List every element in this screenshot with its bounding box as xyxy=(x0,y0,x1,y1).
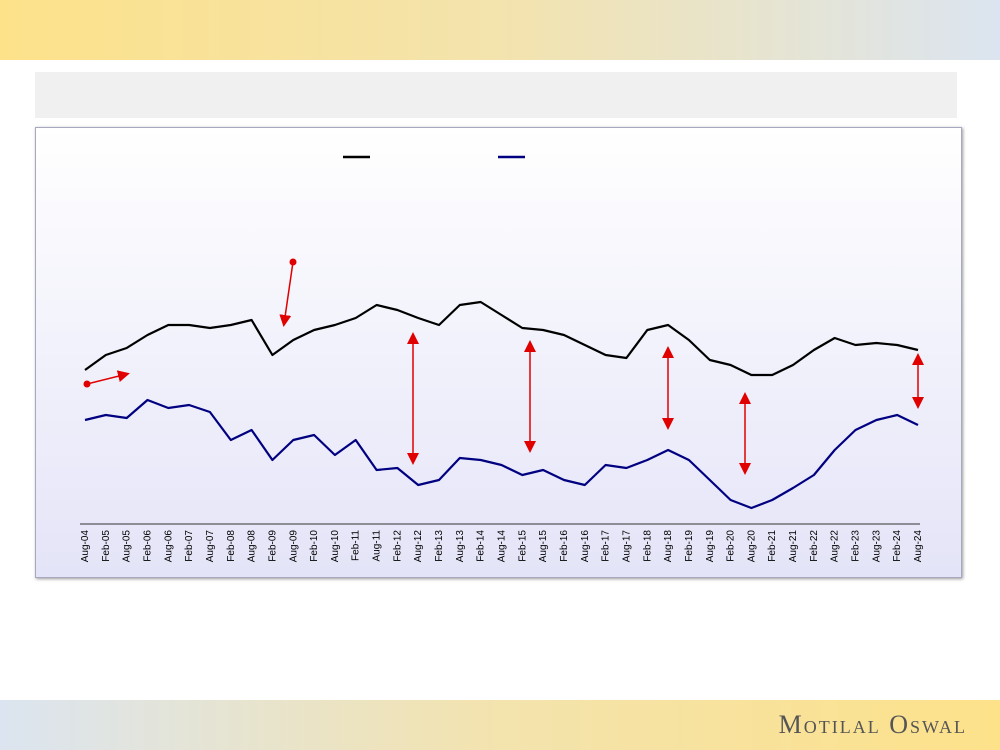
x-tick-label: Feb-21 xyxy=(767,530,778,562)
x-tick-label: Aug-14 xyxy=(497,530,508,563)
brand-logo: Motilal Oswal xyxy=(778,710,967,739)
x-tick-label: Aug-19 xyxy=(705,530,716,563)
x-tick-label: Aug-10 xyxy=(330,530,341,563)
x-tick-label: Aug-17 xyxy=(621,530,632,563)
x-tick-label: Feb-09 xyxy=(267,530,278,562)
x-tick-label: Aug-20 xyxy=(746,530,757,563)
x-tick-label: Feb-14 xyxy=(476,530,487,562)
x-tick-label: Aug-18 xyxy=(663,530,674,563)
x-tick-label: Feb-05 xyxy=(101,530,112,562)
header-band xyxy=(0,0,1000,60)
x-tick-label: Feb-19 xyxy=(684,530,695,562)
x-tick-label: Aug-12 xyxy=(413,530,424,563)
x-tick-label: Feb-16 xyxy=(559,530,570,562)
series-line xyxy=(84,300,919,377)
x-tick-label: Feb-17 xyxy=(601,530,612,562)
x-tick-label: Feb-07 xyxy=(184,530,195,562)
x-tick-label: Aug-15 xyxy=(538,530,549,563)
x-tick-label: Aug-09 xyxy=(288,530,299,563)
x-tick-label: Feb-11 xyxy=(351,530,362,561)
footer-band: Motilal Oswal xyxy=(0,700,1000,750)
x-tick-label: Feb-13 xyxy=(434,530,445,562)
x-tick-label: Aug-04 xyxy=(80,530,91,563)
title-box xyxy=(35,72,957,118)
x-tick-label: Feb-06 xyxy=(142,530,153,562)
x-tick-label: Aug-08 xyxy=(247,530,258,563)
x-tick-label: Aug-11 xyxy=(372,530,383,562)
x-tick-label: Feb-20 xyxy=(726,530,737,562)
x-tick-label: Aug-13 xyxy=(455,530,466,563)
x-tick-label: Aug-05 xyxy=(122,530,133,563)
x-tick-label: Feb-22 xyxy=(809,530,820,562)
x-tick-label: Aug-21 xyxy=(788,530,799,563)
x-tick-label: Aug-23 xyxy=(871,530,882,563)
x-tick-label: Aug-22 xyxy=(830,530,841,563)
x-tick-label: Feb-12 xyxy=(392,530,403,562)
x-tick-label: Aug-07 xyxy=(205,530,216,563)
x-tick-label: Aug-24 xyxy=(913,530,924,563)
annotation-arrows xyxy=(83,258,924,475)
x-tick-label: Aug-06 xyxy=(163,530,174,563)
x-tick-label: Feb-23 xyxy=(851,530,862,562)
x-tick-label: Feb-18 xyxy=(642,530,653,562)
x-tick-label: Aug-16 xyxy=(580,530,591,563)
series-line xyxy=(84,398,919,510)
x-tick-label: Feb-15 xyxy=(517,530,528,562)
x-tick-label: Feb-24 xyxy=(892,530,903,562)
x-tick-label: Feb-10 xyxy=(309,530,320,562)
x-tick-label: Feb-08 xyxy=(226,530,237,562)
chart-panel xyxy=(35,127,962,578)
